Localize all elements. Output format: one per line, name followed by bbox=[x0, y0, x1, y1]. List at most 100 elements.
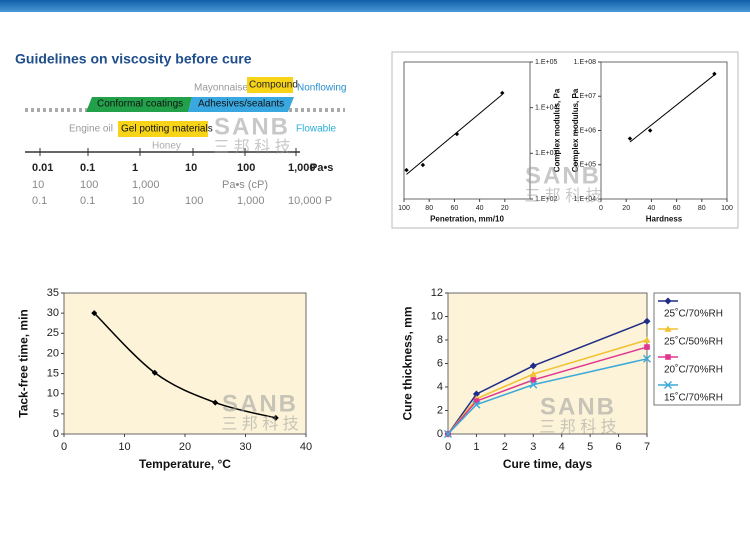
cp-label: 10 bbox=[32, 179, 44, 191]
p-label: 10,000 P bbox=[288, 195, 332, 207]
label: Nonflowing bbox=[297, 83, 346, 94]
x-tick-label: 40 bbox=[648, 205, 656, 212]
x-tick-label: 0 bbox=[61, 441, 67, 453]
marker bbox=[420, 162, 426, 168]
marker bbox=[643, 354, 651, 363]
y-axis-title: Tack-free time, min bbox=[17, 309, 31, 417]
legend-marker bbox=[664, 325, 672, 332]
p-label: 10 bbox=[132, 195, 144, 207]
cp-label: 1,000 bbox=[132, 179, 160, 191]
x-tick-label: 10 bbox=[118, 441, 130, 453]
marker bbox=[272, 414, 279, 421]
y-axis-title: Cure thickness, mm bbox=[401, 306, 415, 420]
series-line bbox=[447, 358, 648, 435]
y-tick-label: 20 bbox=[47, 347, 59, 359]
x-tick-label: 20 bbox=[179, 441, 191, 453]
x-axis-title: Hardness bbox=[646, 214, 683, 223]
marker bbox=[643, 317, 651, 325]
x-tick-label: 6 bbox=[616, 441, 622, 453]
marker bbox=[444, 430, 452, 438]
plot-area bbox=[447, 292, 648, 435]
y-tick-label: 10 bbox=[431, 310, 443, 322]
marker bbox=[473, 398, 480, 404]
x-tick-label: 80 bbox=[698, 205, 706, 212]
label: Honey bbox=[152, 141, 181, 152]
marker bbox=[643, 336, 651, 343]
x-tick-label: 7 bbox=[644, 441, 650, 453]
label: Flowable bbox=[296, 124, 336, 135]
plot-area bbox=[403, 61, 531, 200]
x-tick-label: 2 bbox=[502, 441, 508, 453]
marker bbox=[647, 128, 653, 133]
marker bbox=[712, 71, 717, 77]
y-tick-label: 15 bbox=[47, 367, 59, 379]
marker bbox=[454, 131, 460, 137]
page-title: Guidelines on viscosity before cure bbox=[15, 51, 252, 67]
x-tick-label: 40 bbox=[476, 205, 484, 212]
y-tick-label: 0 bbox=[437, 428, 443, 440]
conformal-arrow bbox=[86, 97, 192, 112]
p-label: 0.1 bbox=[80, 195, 95, 207]
marker bbox=[472, 400, 481, 409]
y-tick-label: 1.E+03 bbox=[535, 150, 557, 157]
y-tick-label: 30 bbox=[47, 307, 59, 319]
marker bbox=[529, 380, 538, 389]
marker bbox=[212, 399, 219, 406]
label: Conformal coatings bbox=[97, 99, 183, 110]
y-tick-label: 4 bbox=[437, 381, 443, 393]
x-axis-title: Temperature, °C bbox=[139, 457, 231, 471]
x-tick-label: 20 bbox=[501, 205, 509, 212]
legend-label: 25˚C/50%RH bbox=[664, 336, 723, 348]
x-tick-label: 80 bbox=[425, 205, 433, 212]
y-tick-label: 10 bbox=[47, 388, 59, 400]
label: Mayonnaise bbox=[194, 83, 248, 94]
cp-unit: Pa•s (cP) bbox=[222, 179, 268, 191]
y-tick-label: 1.E+08 bbox=[574, 59, 596, 66]
compound-box bbox=[247, 77, 293, 93]
y-axis-title: Complex modulus, Pa bbox=[552, 88, 561, 172]
x-tick-label: 0 bbox=[599, 205, 603, 212]
gel-box bbox=[118, 121, 208, 137]
plot-area bbox=[600, 61, 728, 200]
trendline bbox=[406, 94, 503, 175]
watermark-cn: 三 邦 科 技 bbox=[539, 418, 616, 436]
series-line bbox=[93, 312, 276, 419]
watermark-cn: 三 邦 科 技 bbox=[524, 187, 601, 205]
y-tick-label: 1.E+05 bbox=[574, 162, 596, 169]
x-tick-label: 100 bbox=[721, 205, 733, 212]
series-line bbox=[447, 346, 648, 435]
series-line bbox=[447, 320, 648, 435]
cp-label: 100 bbox=[80, 179, 98, 191]
watermark-cn: 三 邦 科 技 bbox=[221, 415, 298, 433]
y-tick-label: 5 bbox=[53, 408, 59, 420]
scale-unit: Pa•s bbox=[310, 162, 333, 174]
x-tick-label: 40 bbox=[300, 441, 312, 453]
label: Compound bbox=[249, 80, 298, 91]
x-tick-label: 1 bbox=[473, 441, 479, 453]
scale-label: 1,000 bbox=[288, 162, 316, 174]
scale-label: 0.01 bbox=[32, 162, 53, 174]
legend-label: 15˚C/70%RH bbox=[664, 392, 723, 404]
legend-label: 20˚C/70%RH bbox=[664, 364, 723, 376]
watermark-logo: SANB bbox=[540, 393, 616, 420]
legend-marker bbox=[665, 354, 671, 360]
chart: 0 20 40 60 80 100 1.E+08 1.E+07 1.E+06 1.E+05 1.E+… bbox=[571, 59, 733, 223]
marker bbox=[529, 362, 537, 370]
x-tick-label: 30 bbox=[239, 441, 251, 453]
legend-label: 25˚C/70%RH bbox=[664, 308, 723, 320]
y-tick-label: 1.E+04 bbox=[535, 105, 557, 112]
y-tick-label: 1.E+02 bbox=[535, 196, 557, 203]
plot-area bbox=[63, 292, 307, 435]
scale-label: 0.1 bbox=[80, 162, 95, 174]
marker bbox=[644, 344, 650, 350]
x-axis-title: Cure time, days bbox=[503, 457, 593, 471]
y-tick-label: 1.E+04 bbox=[574, 196, 596, 203]
adhesives-arrow bbox=[188, 97, 294, 112]
y-tick-label: 1.E+07 bbox=[574, 93, 596, 100]
p-label: 1,000 bbox=[237, 195, 265, 207]
